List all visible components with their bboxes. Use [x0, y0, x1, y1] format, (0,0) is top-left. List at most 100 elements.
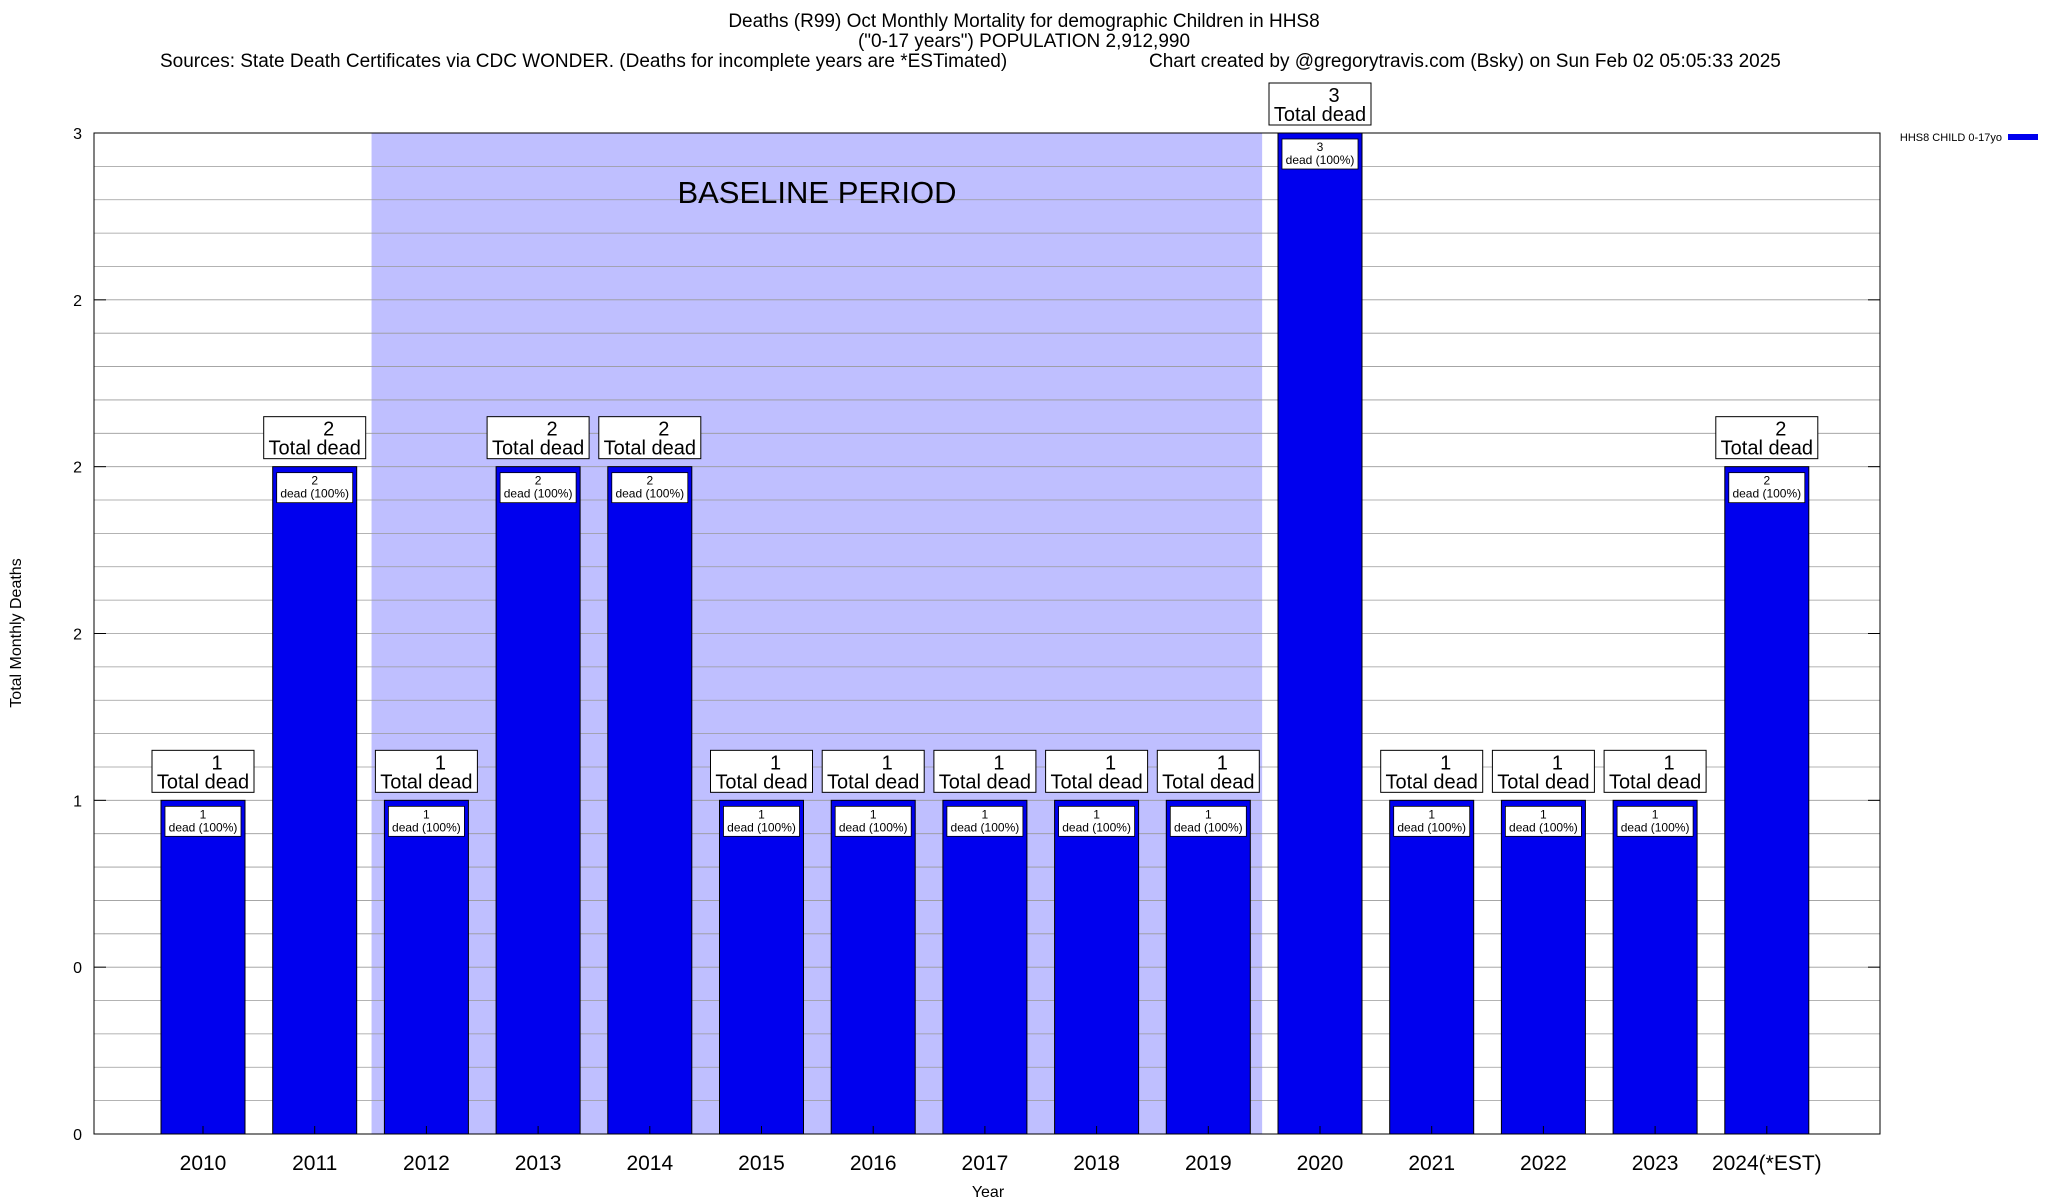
bar-inner-label-number: 2	[646, 474, 653, 488]
bar-top-label-text: Total dead	[827, 771, 919, 793]
x-tick-label: 2018	[1073, 1152, 1120, 1175]
bar-inner-label-box	[611, 472, 689, 504]
baseline-period-label: BASELINE PERIOD	[677, 175, 956, 210]
bar-inner-label-box	[276, 472, 354, 504]
y-tick-label: 1	[73, 793, 82, 810]
bar-inner-label-box	[499, 472, 577, 504]
y-tick-label: 0	[73, 1127, 82, 1144]
x-tick-label: 2021	[1408, 1152, 1455, 1175]
bar-inner-label-number: 1	[1205, 807, 1212, 821]
bar-top-label-number: 1	[993, 752, 1004, 774]
x-tick-label: 2012	[403, 1152, 450, 1175]
bar-top-label-text: Total dead	[492, 438, 584, 460]
bar	[942, 799, 1028, 1135]
x-axis-label: Year	[972, 1184, 1005, 1200]
bar-inner-label-box	[1393, 805, 1471, 837]
bar-top-label-text: Total dead	[380, 771, 472, 793]
bar-inner-label-box	[164, 805, 242, 837]
bar-inner-label-number: 2	[1763, 474, 1770, 488]
y-tick-label: 0	[73, 960, 82, 977]
bar-inner-label-box	[1616, 805, 1694, 837]
bar-top-label-text: Total dead	[1050, 771, 1142, 793]
bar-top-label-text: Total dead	[939, 771, 1031, 793]
bar-top-label-text: Total dead	[1497, 771, 1589, 793]
bar-inner-label-text: dead (100%)	[727, 820, 796, 834]
bar	[495, 466, 581, 1135]
bar-top-label-number: 2	[547, 419, 558, 441]
bar-inner-label-text: dead (100%)	[839, 820, 908, 834]
bar	[607, 466, 693, 1135]
bar-inner-label-number: 1	[1652, 807, 1659, 821]
bar-top-label-box	[821, 749, 925, 793]
bar-top-label-number: 1	[211, 752, 222, 774]
bar-top-label-text: Total dead	[269, 438, 361, 460]
legend-swatch	[2008, 134, 2038, 140]
x-tick-label: 2020	[1297, 1152, 1344, 1175]
bar	[1165, 799, 1251, 1135]
x-tick-label: 2017	[962, 1152, 1009, 1175]
bar-top-label-box	[1268, 82, 1372, 126]
bar-inner-label-number: 1	[1540, 807, 1547, 821]
chart-sources: Sources: State Death Certificates via CD…	[160, 51, 1008, 72]
bar	[160, 799, 246, 1135]
chart-title: Deaths (R99) Oct Monthly Mortality for d…	[728, 11, 1320, 32]
x-tick-label: 2023	[1632, 1152, 1679, 1175]
bar-inner-label-text: dead (100%)	[1397, 820, 1466, 834]
chart-credit: Chart created by @gregorytravis.com (Bsk…	[1149, 51, 1781, 72]
bar-top-label-text: Total dead	[1162, 771, 1254, 793]
x-tick-label: 2014	[626, 1152, 673, 1175]
bar-top-label-number: 1	[1664, 752, 1675, 774]
bar-top-label-box	[151, 749, 255, 793]
x-tick-label: 2010	[180, 1152, 227, 1175]
bar	[1500, 799, 1586, 1135]
bar-inner-label-text: dead (100%)	[504, 487, 573, 501]
bar	[1277, 132, 1363, 1135]
bar-top-label-box	[1715, 416, 1819, 460]
bar-top-label-box	[1491, 749, 1595, 793]
bar-top-label-box	[710, 749, 813, 793]
x-tick-label: 2022	[1520, 1152, 1567, 1175]
bar-top-label-number: 1	[435, 752, 446, 774]
bar-inner-label-number: 3	[1317, 140, 1324, 154]
bar-inner-label-text: dead (100%)	[951, 820, 1020, 834]
bar-top-label-number: 2	[323, 419, 334, 441]
bar-inner-label-text: dead (100%)	[1062, 820, 1131, 834]
bar-top-label-number: 1	[882, 752, 893, 774]
bar-inner-label-text: dead (100%)	[1509, 820, 1578, 834]
bar-inner-label-text: dead (100%)	[1621, 820, 1690, 834]
chart-subtitle: ("0-17 years") POPULATION 2,912,990	[857, 31, 1191, 52]
bar-top-label-number: 1	[1440, 752, 1451, 774]
bar-inner-label-text: dead (100%)	[1174, 820, 1243, 834]
bar-inner-label-number: 1	[982, 807, 989, 821]
bar-top-label-number: 2	[658, 419, 669, 441]
bar-inner-label-number: 1	[870, 807, 877, 821]
bar	[1724, 466, 1810, 1135]
bar-top-label-text: Total dead	[1274, 104, 1366, 126]
legend-label: HHS8 CHILD 0-17yo	[1900, 132, 2002, 144]
y-axis-ticks: 0 0 1 2 2 2 3	[73, 126, 1880, 1144]
bar-inner-label-number: 1	[1093, 807, 1100, 821]
bar-inner-label-box	[834, 805, 912, 837]
bar-top-label-text: Total dead	[715, 771, 807, 793]
bar	[383, 799, 469, 1135]
bar-top-label-number: 1	[770, 752, 781, 774]
bars	[160, 132, 1810, 1135]
bar-top-label-number: 2	[1775, 419, 1786, 441]
bar-inner-label-text: dead (100%)	[1286, 153, 1355, 167]
bar-top-label-number: 1	[1217, 752, 1228, 774]
bar-top-label-box	[263, 416, 367, 460]
y-tick-label: 2	[73, 460, 82, 477]
bar-top-label-box	[1380, 749, 1484, 793]
bar-inner-label-box	[1058, 805, 1135, 837]
x-tick-label: 2015	[738, 1152, 785, 1175]
y-tick-label: 2	[73, 627, 82, 644]
x-tick-label: 2024(*EST)	[1712, 1152, 1822, 1175]
bar-top-label-text: Total dead	[1386, 771, 1478, 793]
bar-top-label-text: Total dead	[604, 438, 696, 460]
x-tick-label: 2016	[850, 1152, 897, 1175]
bar-inner-label-box	[387, 805, 465, 837]
x-tick-label: 2013	[515, 1152, 562, 1175]
bar-inner-label-box	[1505, 805, 1582, 837]
bar-top-label-text: Total dead	[157, 771, 249, 793]
